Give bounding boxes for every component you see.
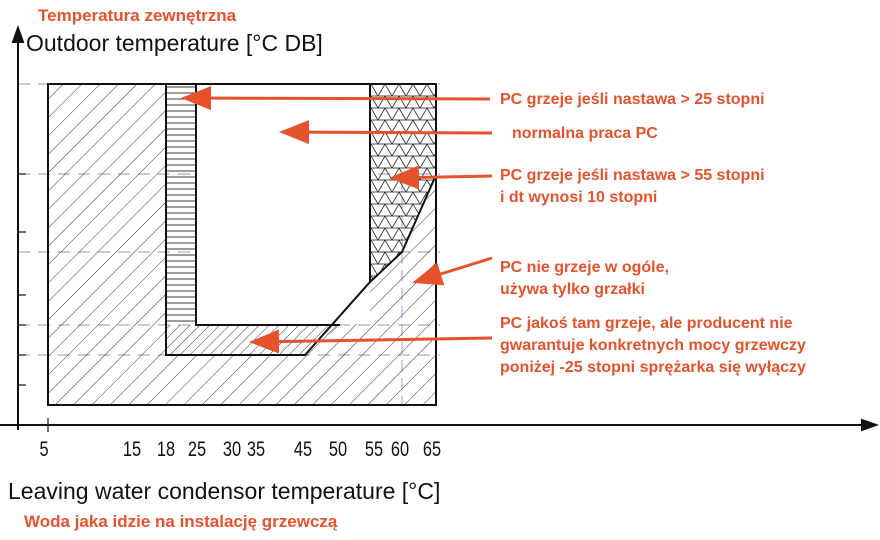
annotation-arrows [181,86,493,354]
region-setpoint-25 [166,84,196,324]
x-axis-label-pl: Woda jaka idzie na instalację grzewczą [24,512,338,531]
annotation-setpoint-55-line2: i dt wynosi 10 stopni [500,189,658,206]
annotation-low-temp-line3: poniżej -25 stopni sprężarka się wyłączy [500,359,806,376]
annotation-heater-only-line2: używa tylko grzałki [500,281,645,298]
arrow-4 [412,256,493,286]
annotation-heater-only-line1: PC nie grzeje w ogóle, [500,259,669,276]
x-tick-label: 45 [293,438,313,461]
x-tick-label: 35 [246,438,266,461]
x-axis-label-en: Leaving water condensor temperature [°C] [8,478,441,504]
region-normal-operation [196,84,370,324]
x-tick-label: 65 [422,438,442,461]
region-outlines [47,83,437,406]
region-heater-only-right [370,175,436,282]
x-tick-label: 15 [122,438,142,461]
y-axis-label-en: Outdoor temperature [°C DB] [26,30,323,56]
x-tick-label: 60 [390,438,410,461]
x-tick-label: 5 [39,438,49,461]
annotation-setpoint-25: PC grzeje jeśli nastawa > 25 stopni [500,91,765,108]
y-axis-ticks [18,173,26,386]
x-tick-label: 18 [156,438,176,461]
annotation-low-temp-line1: PC jakoś tam grzeje, ale producent nie [500,315,793,332]
x-tick-label: 50 [328,438,348,461]
arrow-1 [181,86,491,111]
annotation-normal-operation: normalna praca PC [512,125,658,142]
x-tick-label: 55 [364,438,384,461]
arrow-2 [279,120,493,145]
annotation-setpoint-55-line1: PC grzeje jeśli nastawa > 55 stopni [500,167,765,184]
x-tick-label: 30 [222,438,242,461]
x-tick-label: 25 [187,438,207,461]
y-axis-label-pl: Temperatura zewnętrzna [38,6,237,25]
arrow-5 [249,329,493,354]
annotation-low-temp-line2: gwarantuje konkretnych mocy grzewczy [500,337,806,354]
arrow-3 [389,165,493,190]
